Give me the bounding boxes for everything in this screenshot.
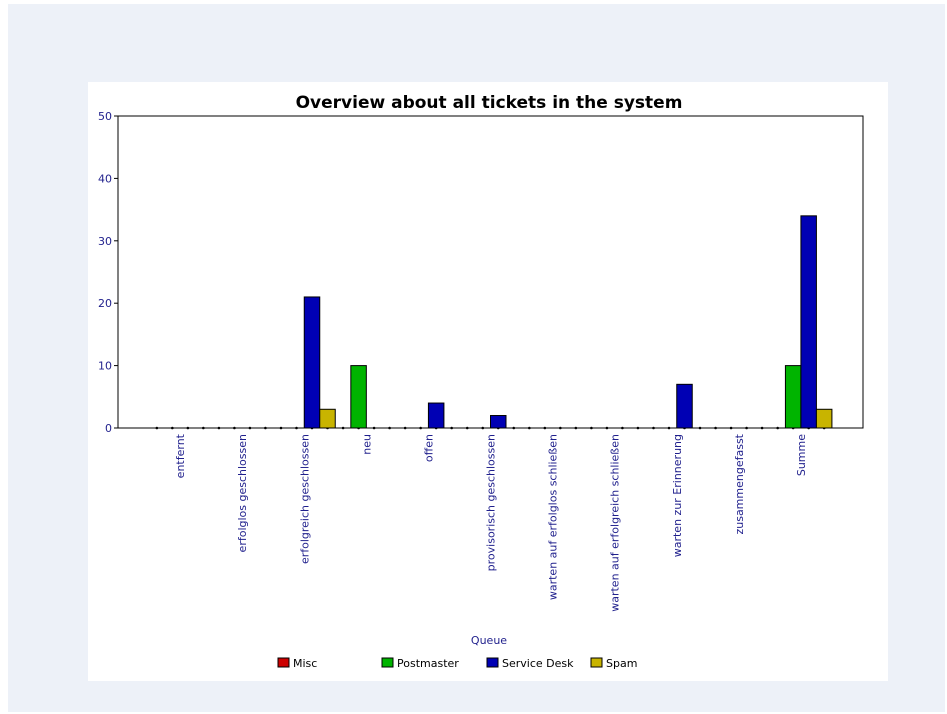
x-tick-label: Summe <box>795 434 808 476</box>
x-tick-label: provisorisch geschlossen <box>485 434 498 571</box>
legend-swatch <box>277 657 290 668</box>
legend-label: Misc <box>293 657 317 670</box>
y-tick-label: 50 <box>98 110 112 123</box>
x-axis: entfernt erfolglos geschlossen erfolgreich… <box>174 433 808 611</box>
bar <box>319 408 336 429</box>
legend-swatch <box>381 657 394 668</box>
chart-panel: Overview about all tickets in the system… <box>88 82 888 681</box>
legend-label: Service Desk <box>502 657 574 670</box>
x-tick-label: entfernt <box>174 433 187 478</box>
x-tick-label: erfolglos geschlossen <box>236 434 249 552</box>
x-tick-label: warten zur Erinnerung <box>671 434 684 557</box>
page-background: Overview about all tickets in the system… <box>8 4 945 712</box>
legend-label: Postmaster <box>397 657 459 670</box>
legend-swatch <box>590 657 603 668</box>
x-tick-label: offen <box>422 434 435 462</box>
bar <box>350 365 367 429</box>
y-tick-label: 20 <box>98 297 112 310</box>
bar <box>490 415 507 429</box>
y-tick-label: 40 <box>98 172 112 185</box>
y-tick-label: 10 <box>98 360 112 373</box>
x-tick-label: zusammengefasst <box>733 433 746 534</box>
x-tick-label: warten auf erfolglos schließen <box>547 434 560 600</box>
chart-title: Overview about all tickets in the system <box>296 93 683 113</box>
bar <box>815 408 833 429</box>
legend-swatch <box>486 657 499 668</box>
x-tick-label: erfolgreich geschlossen <box>298 434 311 564</box>
bar <box>676 383 693 429</box>
y-axis: 0 10 20 30 40 50 <box>98 110 118 435</box>
legend-label: Spam <box>606 657 637 670</box>
y-tick-label: 30 <box>98 235 112 248</box>
x-tick-label: warten auf erfolgreich schließen <box>609 434 622 612</box>
legend: Misc Postmaster Service Desk Spam <box>277 657 637 670</box>
plot-frame <box>117 115 864 429</box>
bar <box>784 365 802 429</box>
bar <box>303 296 321 429</box>
y-tick-label: 0 <box>105 422 112 435</box>
bar <box>800 215 817 429</box>
x-tick-label: neu <box>360 434 373 455</box>
bar-chart: Overview about all tickets in the system… <box>98 93 864 670</box>
bar <box>427 402 445 429</box>
x-axis-title: Queue <box>471 634 507 647</box>
bars-layer <box>155 215 833 430</box>
